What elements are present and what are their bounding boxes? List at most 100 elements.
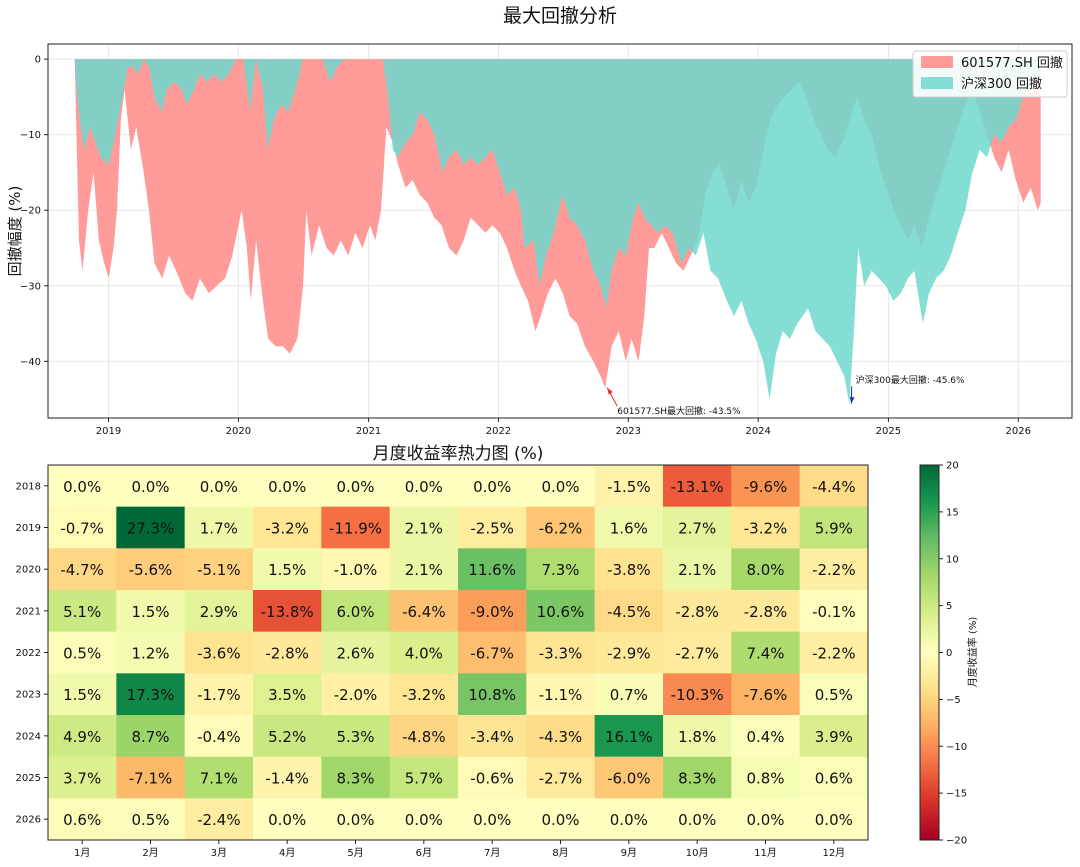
heatmap-value-label: -2.7% — [539, 770, 583, 788]
legend-label-index: 沪深300 回撤 — [961, 76, 1042, 92]
heatmap-value-label: 0.0% — [678, 811, 716, 829]
heatmap-value-label: 2.6% — [336, 645, 374, 663]
heatmap-value-label: 0.0% — [405, 811, 443, 829]
heatmap-value-label: 8.3% — [336, 770, 374, 788]
heatmap-value-label: -5.6% — [129, 561, 173, 579]
drawdown-y-axis-label: 回撤幅度 (%) — [6, 186, 24, 277]
heatmap-x-tick-label: 12月 — [822, 847, 845, 859]
heatmap-value-label: 0.0% — [268, 478, 306, 496]
heatmap-value-label: -11.9% — [329, 520, 382, 538]
heatmap-value-label: 3.7% — [63, 770, 101, 788]
heatmap-value-label: 0.6% — [63, 811, 101, 829]
heatmap-value-label: -3.8% — [607, 561, 651, 579]
heatmap-y-tick-label: 2020 — [16, 565, 41, 576]
drawdown-x-tick-label: 2025 — [876, 426, 901, 437]
heatmap-value-label: 2.1% — [405, 561, 443, 579]
heatmap-value-label: -2.8% — [675, 603, 719, 621]
monthly-heatmap: 月度收益率热力图 (%) 0.0%0.0%0.0%0.0%0.0%0.0%0.0… — [16, 444, 869, 859]
colorbar-tick-label: −15 — [946, 789, 967, 800]
colorbar-tick-label: −20 — [946, 836, 967, 847]
heatmap-value-label: 5.3% — [336, 728, 374, 746]
heatmap-value-label: 1.8% — [678, 728, 716, 746]
heatmap-value-label: 0.0% — [63, 478, 101, 496]
heatmap-value-label: 5.1% — [63, 603, 101, 621]
legend-swatch-index — [921, 77, 953, 89]
heatmap-value-label: -2.0% — [334, 686, 378, 704]
heatmap-x-tick-label: 4月 — [279, 847, 295, 859]
heatmap-value-label: 1.2% — [131, 645, 169, 663]
heatmap-value-label: -4.3% — [539, 728, 583, 746]
heatmap-value-label: 17.3% — [127, 686, 175, 704]
heatmap-value-label: 0.5% — [63, 645, 101, 663]
colorbar-tick-label: 20 — [946, 461, 959, 472]
drawdown-y-tick-label: −10 — [20, 130, 41, 141]
annotation-label: 601577.SH最大回撤: -43.5% — [617, 405, 741, 417]
heatmap-value-label: -9.0% — [470, 603, 514, 621]
heatmap-value-label: 0.0% — [200, 478, 238, 496]
heatmap-x-tick-label: 11月 — [754, 847, 777, 859]
heatmap-value-label: 10.6% — [537, 603, 585, 621]
heatmap-value-label: 2.9% — [200, 603, 238, 621]
heatmap-value-label: -2.9% — [607, 645, 651, 663]
drawdown-legend: 601577.SH 回撤 沪深300 回撤 — [913, 51, 1067, 97]
drawdown-y-tick-label: −30 — [20, 281, 41, 292]
heatmap-value-label: -1.7% — [197, 686, 241, 704]
heatmap-value-label: 1.5% — [268, 561, 306, 579]
heatmap-value-label: -9.6% — [744, 478, 788, 496]
heatmap-value-label: 0.8% — [746, 770, 784, 788]
heatmap-value-label: 16.1% — [605, 728, 653, 746]
heatmap-value-label: 1.6% — [610, 520, 648, 538]
heatmap-value-label: -3.2% — [402, 686, 446, 704]
legend-label-stock: 601577.SH 回撤 — [961, 55, 1063, 71]
drawdown-x-tick-label: 2026 — [1006, 426, 1031, 437]
heatmap-value-label: 1.5% — [63, 686, 101, 704]
drawdown-x-tick-label: 2022 — [486, 426, 511, 437]
heatmap-value-label: 0.0% — [336, 478, 374, 496]
heatmap-value-label: -4.7% — [60, 561, 104, 579]
heatmap-value-label: -6.4% — [402, 603, 446, 621]
heatmap-value-label: -1.1% — [539, 686, 583, 704]
heatmap-value-label: -13.1% — [671, 478, 724, 496]
heatmap-y-tick-label: 2023 — [16, 690, 41, 701]
heatmap-value-label: 0.0% — [473, 811, 511, 829]
heatmap-value-label: -2.2% — [812, 561, 856, 579]
heatmap-value-label: -2.7% — [675, 645, 719, 663]
heatmap-value-label: 1.7% — [200, 520, 238, 538]
heatmap-value-label: 0.0% — [541, 811, 579, 829]
heatmap-value-label: -1.4% — [265, 770, 309, 788]
heatmap-value-label: -2.4% — [197, 811, 241, 829]
legend-swatch-stock — [921, 56, 953, 68]
heatmap-value-label: -6.2% — [539, 520, 583, 538]
heatmap-x-tick-label: 2月 — [142, 847, 158, 859]
heatmap-value-label: 0.7% — [610, 686, 648, 704]
heatmap-value-label: 0.0% — [746, 811, 784, 829]
heatmap-value-label: 2.1% — [678, 561, 716, 579]
heatmap-value-label: -4.5% — [607, 603, 651, 621]
heatmap-value-label: -7.6% — [744, 686, 788, 704]
drawdown-y-tick-label: −40 — [20, 357, 41, 368]
heatmap-value-label: 5.7% — [405, 770, 443, 788]
heatmap-value-label: 7.4% — [746, 645, 784, 663]
colorbar-tick-label: 5 — [946, 601, 952, 612]
heatmap-value-label: -3.4% — [470, 728, 514, 746]
drawdown-x-tick-label: 2021 — [356, 426, 381, 437]
drawdown-y-ticks: 0−10−20−30−40 — [20, 55, 48, 368]
heatmap-y-tick-label: 2022 — [16, 648, 41, 659]
heatmap-value-label: -5.1% — [197, 561, 241, 579]
heatmap-x-tick-label: 1月 — [74, 847, 90, 859]
drawdown-x-tick-label: 2024 — [745, 426, 770, 437]
heatmap-value-label: 7.1% — [200, 770, 238, 788]
colorbar-tick-label: 0 — [946, 648, 952, 659]
heatmap-value-label: -2.5% — [470, 520, 514, 538]
heatmap-value-label: 8.0% — [746, 561, 784, 579]
heatmap-value-label: 8.3% — [678, 770, 716, 788]
drawdown-x-tick-label: 2023 — [616, 426, 641, 437]
heatmap-value-label: 11.6% — [468, 561, 516, 579]
heatmap-value-label: -0.7% — [60, 520, 104, 538]
heatmap-value-label: 0.5% — [131, 811, 169, 829]
drawdown-x-tick-label: 2020 — [226, 426, 251, 437]
heatmap-value-label: -2.8% — [265, 645, 309, 663]
